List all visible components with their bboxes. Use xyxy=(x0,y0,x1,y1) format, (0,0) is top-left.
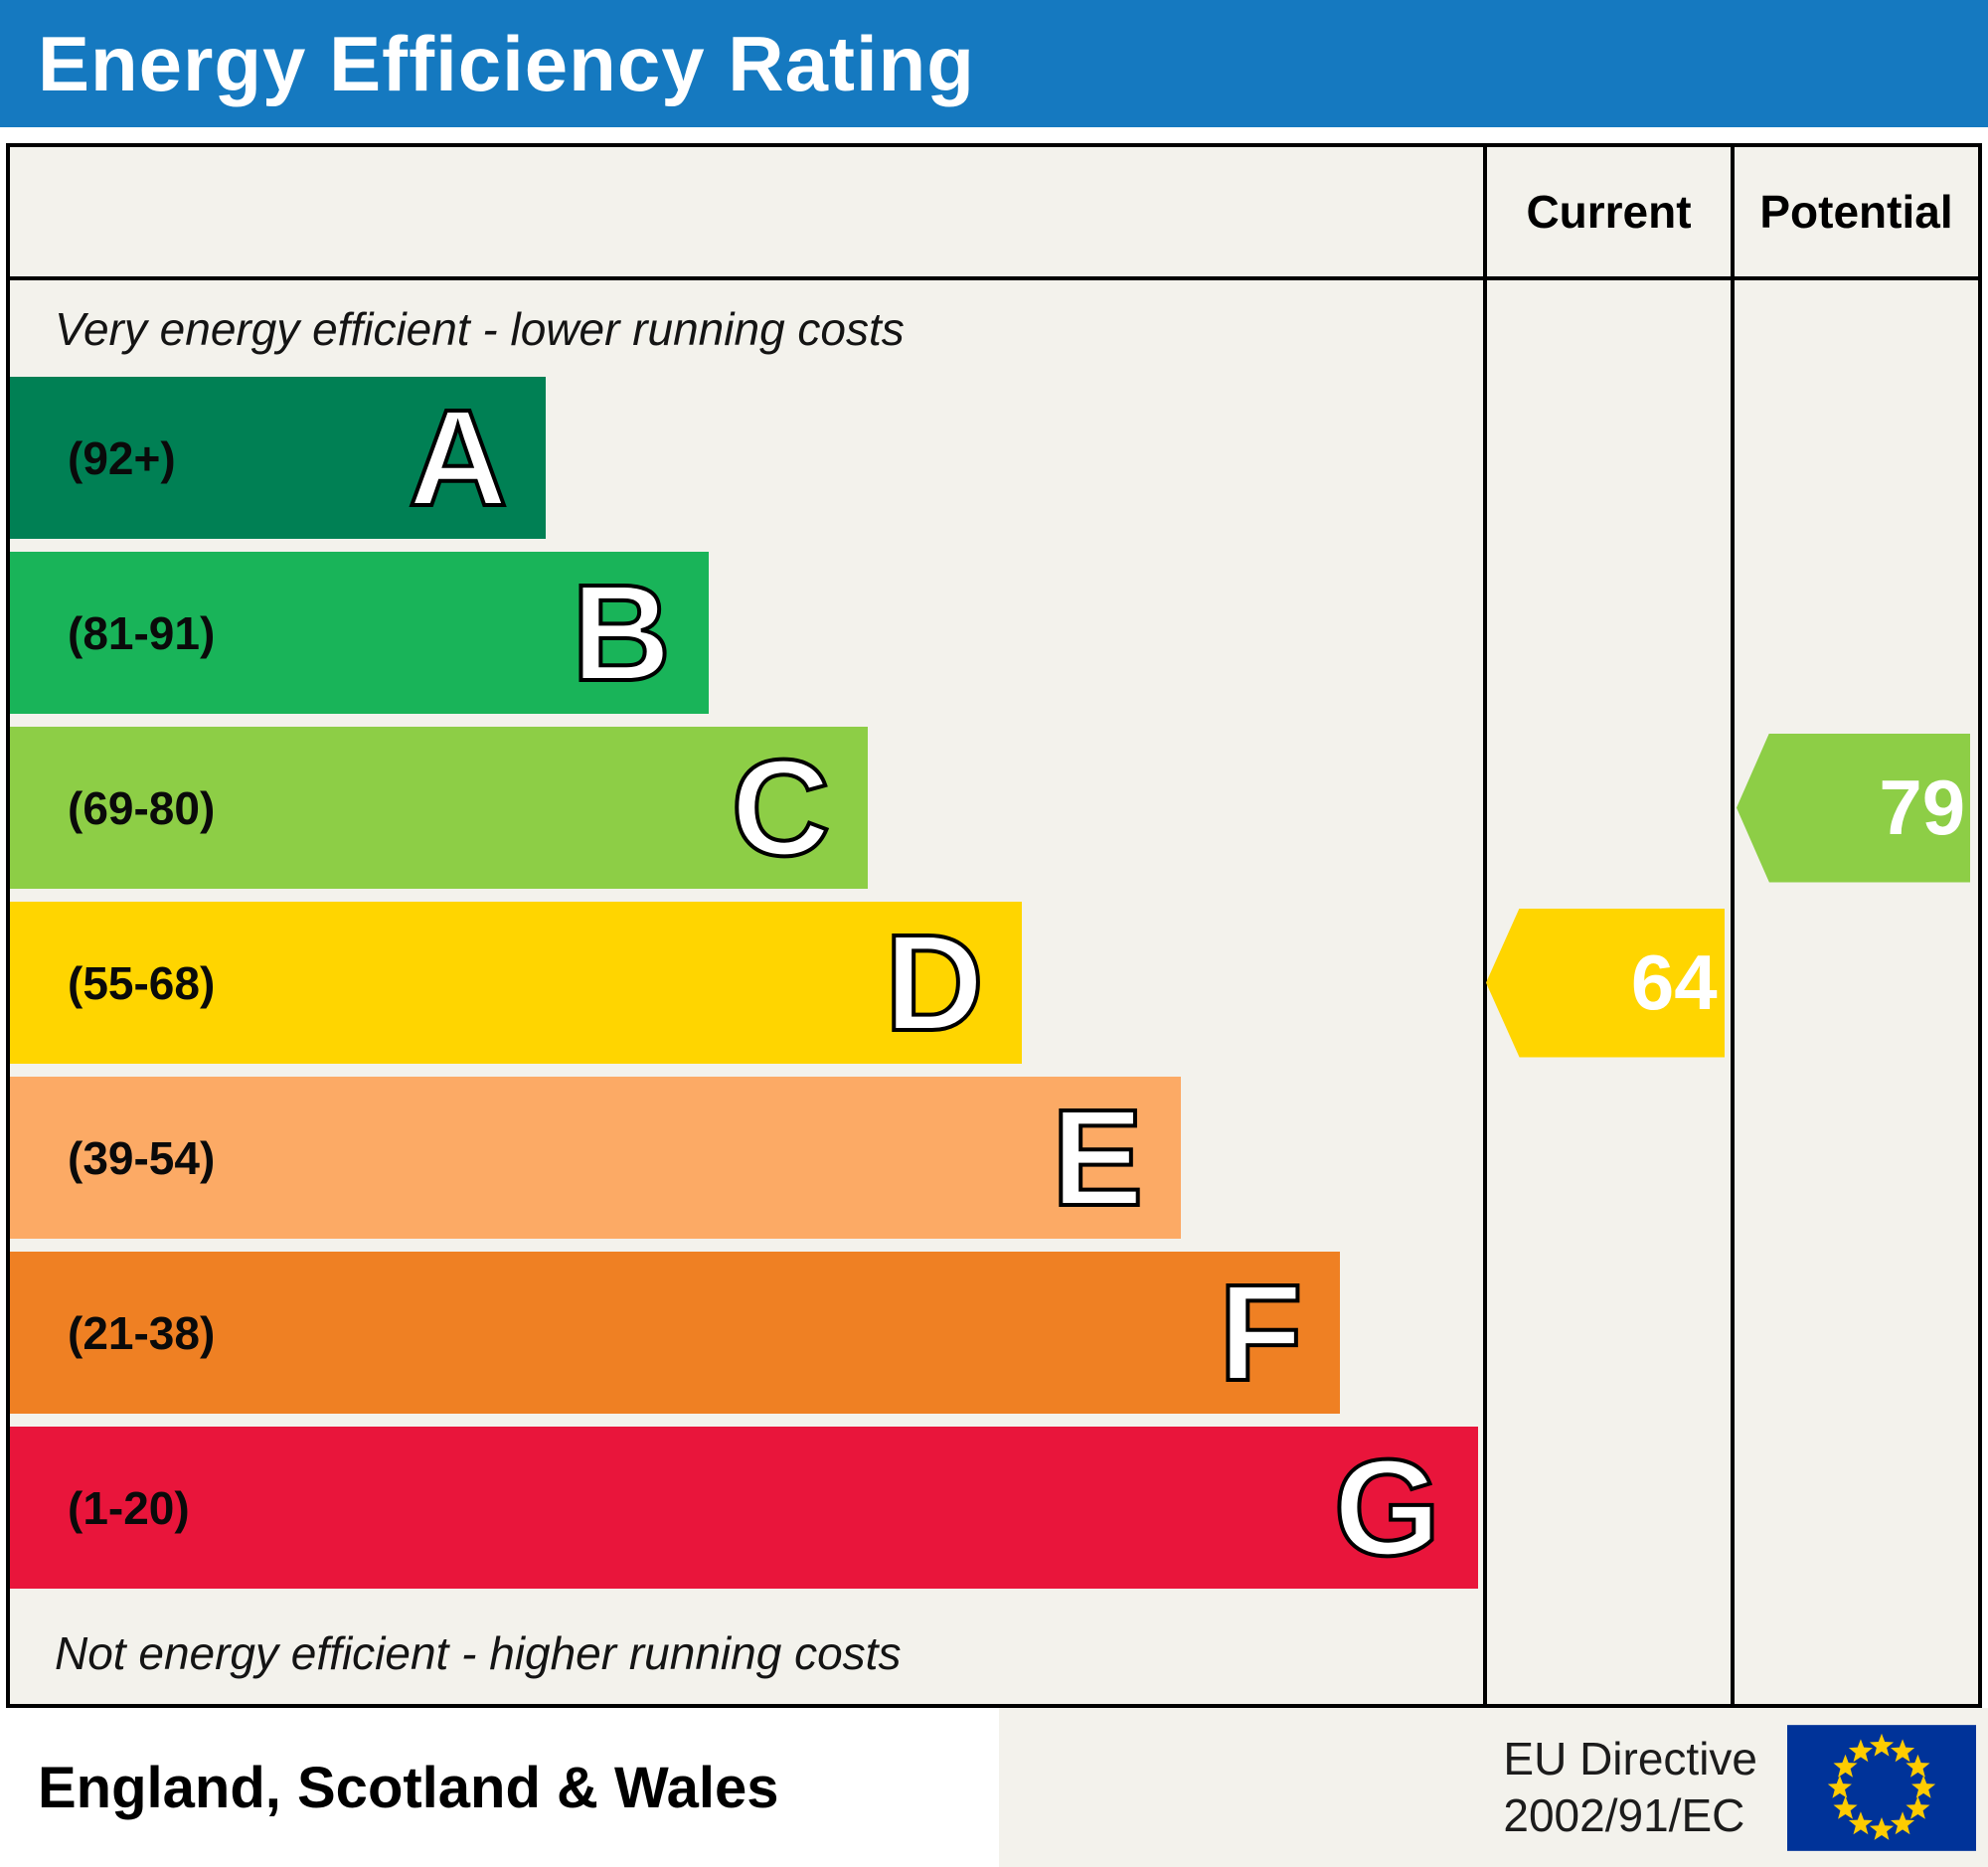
band-row: (1-20) G xyxy=(10,1427,1978,1589)
band-f-letter: F xyxy=(1217,1256,1304,1410)
band-row: (69-80) C xyxy=(10,727,1978,889)
band-a-range: (92+) xyxy=(68,431,176,484)
footer: England, Scotland & Wales EU Directive 2… xyxy=(0,1708,1988,1867)
eu-directive-line2: 2002/91/EC xyxy=(1503,1789,1745,1841)
band-c-letter: C xyxy=(730,731,833,885)
band-row: (81-91) B xyxy=(10,552,1978,714)
directive-area: EU Directive 2002/91/EC xyxy=(999,1708,1988,1867)
band-d: (55-68) D xyxy=(10,902,1022,1064)
current-rating-arrow: 64 xyxy=(1486,908,1725,1058)
band-d-range: (55-68) xyxy=(68,956,216,1009)
band-a-letter: A xyxy=(407,381,510,535)
potential-rating-arrow: 79 xyxy=(1737,733,1970,883)
band-d-letter: D xyxy=(883,906,986,1060)
band-e-range: (39-54) xyxy=(68,1131,216,1184)
chart-header-row: Current Potential xyxy=(10,147,1978,280)
potential-column-header: Potential xyxy=(1759,186,1953,238)
band-e: (39-54) E xyxy=(10,1077,1182,1239)
band-g-range: (1-20) xyxy=(68,1481,190,1534)
band-b-letter: B xyxy=(570,556,673,710)
bottom-caption: Not energy efficient - higher running co… xyxy=(55,1626,902,1679)
page-title: Energy Efficiency Rating xyxy=(38,19,975,107)
potential-rating-value: 79 xyxy=(1879,764,1966,851)
energy-rating-chart: Current Potential Very energy efficient … xyxy=(6,143,1982,1708)
band-c-range: (69-80) xyxy=(68,781,216,834)
band-row: (55-68) D xyxy=(10,902,1978,1064)
band-f-range: (21-38) xyxy=(68,1306,216,1359)
top-caption: Very energy efficient - lower running co… xyxy=(55,302,905,355)
eu-directive-line1: EU Directive xyxy=(1503,1732,1757,1784)
band-g: (1-20) G xyxy=(10,1427,1479,1589)
band-e-letter: E xyxy=(1050,1081,1145,1235)
region-label: England, Scotland & Wales xyxy=(0,1708,999,1867)
band-b-range: (81-91) xyxy=(68,606,216,659)
current-rating-value: 64 xyxy=(1630,938,1718,1026)
eu-directive-label: EU Directive 2002/91/EC xyxy=(1503,1731,1757,1845)
potential-column-divider xyxy=(1731,147,1735,1704)
eu-flag-icon xyxy=(1787,1724,1976,1851)
band-b: (81-91) B xyxy=(10,552,709,714)
band-row: (21-38) F xyxy=(10,1252,1978,1414)
band-row: (39-54) E xyxy=(10,1077,1978,1239)
band-f: (21-38) F xyxy=(10,1252,1341,1414)
title-bar: Energy Efficiency Rating xyxy=(0,0,1988,127)
current-column-divider xyxy=(1483,147,1487,1704)
current-column-header: Current xyxy=(1526,186,1692,238)
band-c: (69-80) C xyxy=(10,727,869,889)
band-row: (92+) A xyxy=(10,377,1978,539)
band-a: (92+) A xyxy=(10,377,546,539)
chart-body: Very energy efficient - lower running co… xyxy=(10,280,1978,1704)
band-g-letter: G xyxy=(1332,1431,1442,1585)
